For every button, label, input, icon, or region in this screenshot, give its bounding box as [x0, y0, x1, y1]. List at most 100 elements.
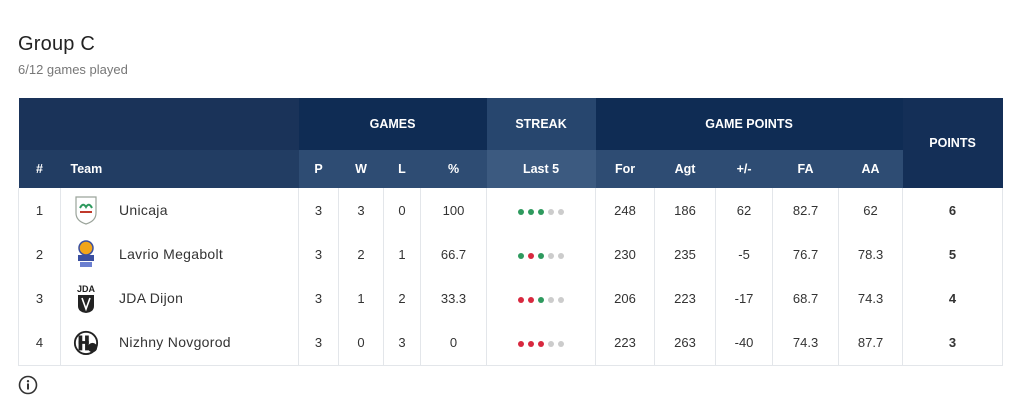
- table-row[interactable]: 2 Lavrio Megabolt 3 2 1 66.7 230 235 -5 76.7 78.3 5: [19, 232, 1003, 276]
- avg-for-cell: 74.3: [773, 320, 839, 365]
- wins-cell: 3: [339, 188, 384, 232]
- streak-cell: [487, 232, 596, 276]
- table-row[interactable]: 1 Unicaja 3 3 0 100 248 186 62 82.7 62 6: [19, 188, 1003, 232]
- streak-loss-dot: [538, 341, 544, 347]
- wins-cell: 0: [339, 320, 384, 365]
- losses-cell: 1: [384, 232, 421, 276]
- svg-text:JDA: JDA: [77, 284, 96, 294]
- streak-empty-dot: [548, 253, 554, 259]
- streak-cell: [487, 188, 596, 232]
- info-icon[interactable]: [18, 375, 38, 395]
- streak-cell: [487, 320, 596, 365]
- streak-empty-dot: [558, 297, 564, 303]
- col-team[interactable]: Team: [61, 150, 299, 188]
- point-diff-cell: -40: [716, 320, 773, 365]
- losses-cell: 3: [384, 320, 421, 365]
- streak-empty-dot: [558, 253, 564, 259]
- losses-cell: 0: [384, 188, 421, 232]
- streak-loss-dot: [518, 341, 524, 347]
- col-fa[interactable]: FA: [773, 150, 839, 188]
- streak-win-dot: [528, 209, 534, 215]
- header-streak: STREAK: [487, 98, 596, 150]
- wins-cell: 2: [339, 232, 384, 276]
- avg-for-cell: 76.7: [773, 232, 839, 276]
- points-cell: 6: [903, 188, 1003, 232]
- streak-empty-dot: [548, 341, 554, 347]
- col-aa[interactable]: AA: [839, 150, 903, 188]
- col-win-pct[interactable]: %: [421, 150, 487, 188]
- points-cell: 4: [903, 276, 1003, 320]
- team-name[interactable]: Unicaja: [119, 202, 168, 218]
- team-name[interactable]: Lavrio Megabolt: [119, 246, 223, 262]
- header-column-row: # Team P W L % Last 5 For Agt +/- FA AA: [19, 150, 1003, 188]
- rank-cell: 1: [19, 188, 61, 232]
- played-cell: 3: [299, 232, 339, 276]
- streak-empty-dot: [558, 341, 564, 347]
- unicaja-logo: [73, 194, 99, 226]
- streak-loss-dot: [528, 297, 534, 303]
- points-for-cell: 223: [596, 320, 655, 365]
- played-cell: 3: [299, 320, 339, 365]
- header-points[interactable]: POINTS: [903, 98, 1003, 188]
- col-for[interactable]: For: [596, 150, 655, 188]
- streak-loss-dot: [528, 253, 534, 259]
- header-games: GAMES: [299, 98, 487, 150]
- streak-loss-dot: [528, 341, 534, 347]
- team-cell[interactable]: Lavrio Megabolt: [61, 232, 299, 276]
- points-against-cell: 263: [655, 320, 716, 365]
- streak-empty-dot: [558, 209, 564, 215]
- points-cell: 3: [903, 320, 1003, 365]
- point-diff-cell: 62: [716, 188, 773, 232]
- avg-against-cell: 62: [839, 188, 903, 232]
- header-blank: [19, 98, 299, 150]
- points-for-cell: 206: [596, 276, 655, 320]
- group-title: Group C: [18, 33, 128, 56]
- win-pct-cell: 0: [421, 320, 487, 365]
- losses-cell: 2: [384, 276, 421, 320]
- rank-cell: 2: [19, 232, 61, 276]
- streak-dots: [518, 253, 564, 259]
- win-pct-cell: 100: [421, 188, 487, 232]
- games-played-subtitle: 6/12 games played: [18, 62, 128, 77]
- nizhny-logo: [73, 326, 99, 358]
- col-losses[interactable]: L: [384, 150, 421, 188]
- header-game-points: GAME POINTS: [596, 98, 903, 150]
- points-for-cell: 230: [596, 232, 655, 276]
- streak-win-dot: [538, 297, 544, 303]
- points-against-cell: 235: [655, 232, 716, 276]
- avg-for-cell: 82.7: [773, 188, 839, 232]
- team-cell[interactable]: Unicaja: [61, 188, 299, 232]
- col-wins[interactable]: W: [339, 150, 384, 188]
- streak-win-dot: [538, 253, 544, 259]
- team-cell[interactable]: Nizhny Novgorod: [61, 320, 299, 365]
- point-diff-cell: -5: [716, 232, 773, 276]
- table-row[interactable]: 4 Nizhny Novgorod 3 0 3 0 223 263 -40 74.3 87.7 3: [19, 320, 1003, 365]
- team-name[interactable]: JDA Dijon: [119, 290, 183, 306]
- avg-against-cell: 87.7: [839, 320, 903, 365]
- group-header: Group C 6/12 games played: [18, 33, 128, 77]
- rank-cell: 4: [19, 320, 61, 365]
- wins-cell: 1: [339, 276, 384, 320]
- header-group-row: GAMES STREAK GAME POINTS POINTS: [19, 98, 1003, 150]
- col-diff[interactable]: +/-: [716, 150, 773, 188]
- played-cell: 3: [299, 276, 339, 320]
- win-pct-cell: 66.7: [421, 232, 487, 276]
- col-last5[interactable]: Last 5: [487, 150, 596, 188]
- streak-cell: [487, 276, 596, 320]
- streak-empty-dot: [548, 209, 554, 215]
- streak-win-dot: [518, 253, 524, 259]
- avg-against-cell: 78.3: [839, 232, 903, 276]
- col-rank[interactable]: #: [19, 150, 61, 188]
- streak-dots: [518, 341, 564, 347]
- col-played[interactable]: P: [299, 150, 339, 188]
- team-name[interactable]: Nizhny Novgorod: [119, 334, 231, 350]
- points-against-cell: 186: [655, 188, 716, 232]
- played-cell: 3: [299, 188, 339, 232]
- table-row[interactable]: 3 JDA JDA Dijon 3 1 2 33.3 206 223 -17 68.7 74.3 4: [19, 276, 1003, 320]
- streak-win-dot: [518, 209, 524, 215]
- standings-table: GAMES STREAK GAME POINTS POINTS # Team P…: [18, 98, 1003, 366]
- rank-cell: 3: [19, 276, 61, 320]
- streak-loss-dot: [518, 297, 524, 303]
- team-cell[interactable]: JDA JDA Dijon: [61, 276, 299, 320]
- col-against[interactable]: Agt: [655, 150, 716, 188]
